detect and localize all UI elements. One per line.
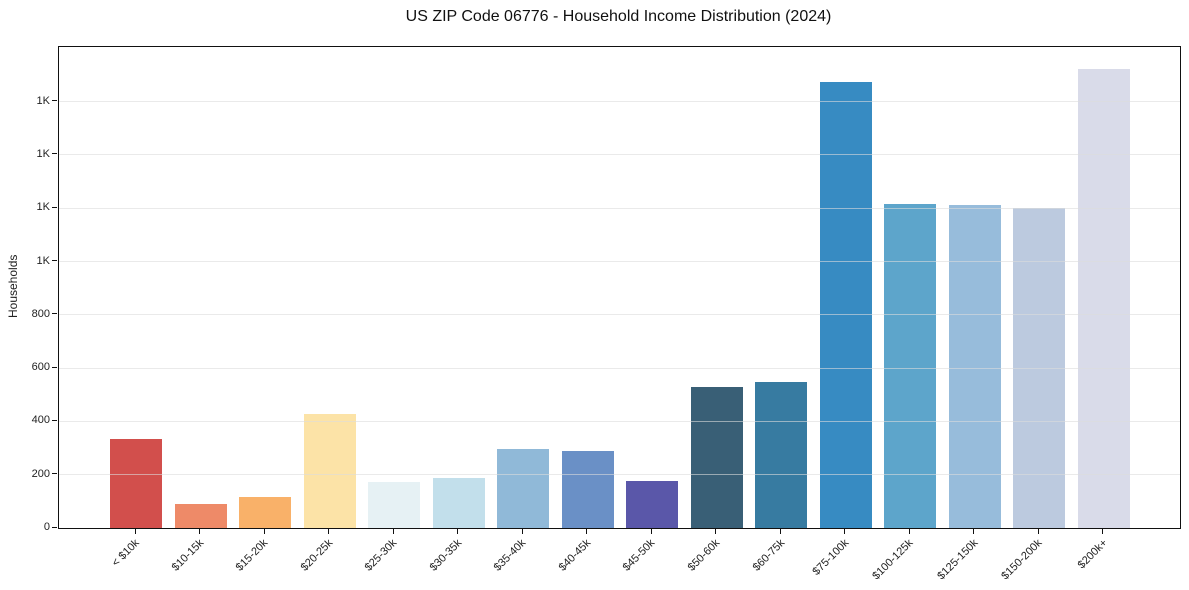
y-tick-mark [52, 366, 57, 368]
chart-title: US ZIP Code 06776 - Household Income Dis… [405, 8, 832, 25]
x-tick-label: $100-125k [870, 537, 916, 583]
bar [432, 477, 485, 528]
y-tick-mark [52, 419, 57, 421]
bar [1077, 69, 1130, 528]
bar [561, 451, 614, 528]
y-tick-label: 600 [31, 361, 50, 374]
x-tick-label: $75-100k [810, 537, 852, 578]
grid-line [59, 367, 1180, 369]
plot-area [58, 46, 1181, 529]
x-tick-label: $60-75k [750, 537, 787, 574]
x-tick-label: $30-35k [427, 537, 465, 574]
x-tick-mark [779, 528, 781, 534]
x-tick-label: $20-25k [298, 537, 336, 574]
bar [948, 205, 1001, 528]
x-tick-mark [586, 528, 588, 534]
x-tick-label: $50-60k [685, 537, 723, 574]
x-tick-mark [973, 528, 975, 534]
x-tick-label: $45-50k [621, 537, 658, 574]
x-tick-label: < $10k [109, 537, 142, 570]
x-tick-label: $200k+ [1075, 537, 1110, 572]
x-tick-label: $40-45k [556, 537, 594, 574]
y-tick-mark [52, 313, 57, 315]
bar [755, 381, 808, 528]
x-tick-label: $15-20k [233, 537, 271, 574]
x-tick-mark [650, 528, 652, 534]
x-tick-mark [844, 528, 846, 534]
x-tick-mark [457, 528, 459, 534]
bar [497, 449, 550, 528]
x-tick-label: $125-150k [935, 537, 981, 583]
x-tick-mark [328, 528, 330, 534]
bar [884, 203, 937, 528]
y-tick-label: 400 [31, 414, 50, 427]
bar [819, 81, 872, 528]
y-tick-label: 800 [31, 307, 50, 320]
y-tick-label: 1K [36, 147, 50, 160]
y-tick-label: 1K [36, 201, 50, 214]
y-tick-mark [52, 153, 57, 155]
bar [174, 503, 227, 528]
x-tick-mark [521, 528, 523, 534]
y-tick-label: 1K [36, 94, 50, 107]
bar [368, 482, 421, 528]
y-axis-label: Households [6, 254, 20, 319]
x-tick-mark [392, 528, 394, 534]
y-tick-label: 0 [43, 521, 50, 533]
bar [690, 386, 743, 528]
grid-line [59, 474, 1180, 476]
grid-line [59, 154, 1180, 156]
x-tick-mark [715, 528, 717, 534]
x-tick-mark [1102, 528, 1104, 534]
x-tick-mark [1037, 528, 1039, 534]
bar [110, 438, 162, 528]
y-tick-mark [52, 100, 57, 102]
grid-line [59, 261, 1180, 263]
x-tick-label: $10-15k [169, 537, 207, 574]
y-tick-mark [52, 260, 57, 262]
x-tick-mark [199, 528, 201, 534]
bar [303, 414, 356, 528]
grid-line [59, 314, 1180, 316]
y-tick-label: 200 [31, 467, 50, 480]
grid-line [59, 101, 1180, 103]
x-tick-label: $150-200k [999, 537, 1045, 583]
y-tick-mark [52, 206, 57, 208]
bar [239, 496, 292, 528]
bar [626, 480, 679, 528]
y-tick-label: 1K [36, 254, 50, 267]
x-tick-mark [134, 528, 136, 534]
x-tick-label: $35-40k [492, 537, 529, 574]
y-tick-mark [52, 526, 57, 528]
y-tick-mark [52, 473, 57, 475]
x-tick-mark [263, 528, 265, 534]
grid-line [59, 420, 1180, 422]
x-tick-mark [908, 528, 910, 534]
x-tick-label: $25-30k [363, 537, 400, 574]
grid-line [59, 207, 1180, 209]
